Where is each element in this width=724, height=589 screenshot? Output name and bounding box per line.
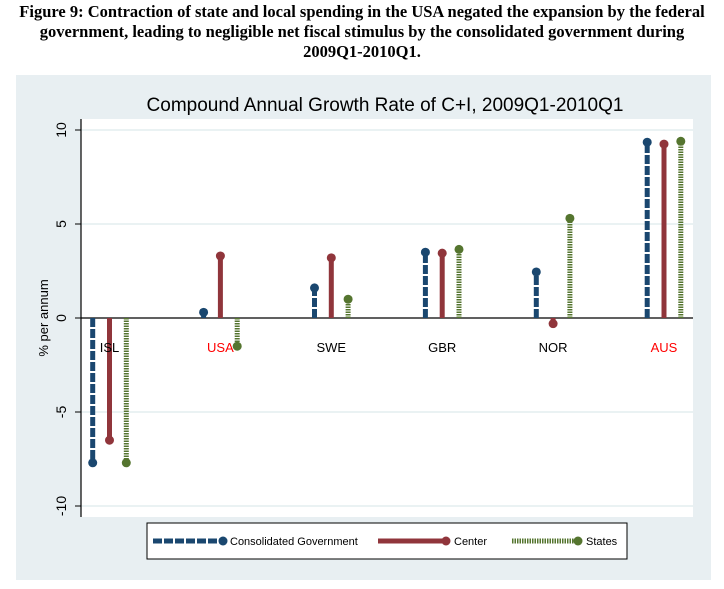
- caption-line-1: Figure 9: Contraction of state and local…: [19, 2, 705, 21]
- category-label-nor: NOR: [539, 340, 568, 355]
- y-tick-label: -5: [53, 406, 69, 419]
- legend-marker: [573, 536, 583, 546]
- point-isl-center: [105, 435, 114, 445]
- legend-marker: [441, 536, 451, 546]
- category-labels: ISL USA SWE GBR NOR AUS: [100, 340, 678, 355]
- legend: Consolidated Government Center States: [146, 522, 628, 560]
- point-usa-center: [215, 251, 225, 261]
- point-aus-consolidated-government: [642, 137, 652, 147]
- category-label-isl: ISL: [100, 340, 120, 355]
- series-marks: [88, 136, 686, 468]
- point-isl-consolidated-government: [88, 458, 98, 468]
- y-tick-label: 0: [53, 314, 69, 322]
- caption-line-2: government, leading to negligible net fi…: [39, 22, 685, 41]
- legend-label-states: States: [586, 536, 618, 548]
- caption-line-3: 2009Q1-2010Q1.: [303, 42, 421, 61]
- point-swe-states: [343, 294, 353, 304]
- point-nor-consolidated-government: [531, 267, 541, 277]
- y-axis: -10 -5 0 5 10: [53, 119, 693, 517]
- point-nor-states: [565, 213, 575, 223]
- y-axis-label: % per annum: [36, 279, 51, 356]
- category-label-swe: SWE: [316, 340, 346, 355]
- point-swe-consolidated-government: [310, 283, 319, 293]
- point-isl-states: [121, 458, 131, 468]
- gridlines: [81, 129, 693, 507]
- category-label-gbr: GBR: [428, 340, 456, 355]
- point-usa-states: [232, 341, 242, 351]
- point-swe-center: [326, 253, 336, 263]
- y-tick-label: 10: [53, 122, 69, 138]
- legend-label-consolidated-government: Consolidated Government: [230, 536, 358, 548]
- point-nor-center: [548, 319, 558, 329]
- point-aus-center: [659, 139, 669, 149]
- point-aus-states: [676, 136, 686, 146]
- category-label-aus: AUS: [651, 340, 678, 355]
- point-usa-consolidated-government: [199, 307, 209, 317]
- legend-marker: [218, 536, 228, 546]
- y-tick-label: 5: [53, 220, 69, 228]
- category-label-usa: USA: [207, 340, 234, 355]
- y-tick-label: -10: [53, 496, 69, 516]
- point-gbr-states: [454, 244, 464, 254]
- legend-label-center: Center: [454, 536, 487, 548]
- point-gbr-consolidated-government: [420, 247, 430, 257]
- figure-caption: Figure 9: Contraction of state and local…: [0, 2, 724, 62]
- chart-title: Compound Annual Growth Rate of C+I, 2009…: [147, 95, 624, 116]
- point-gbr-center: [437, 248, 447, 258]
